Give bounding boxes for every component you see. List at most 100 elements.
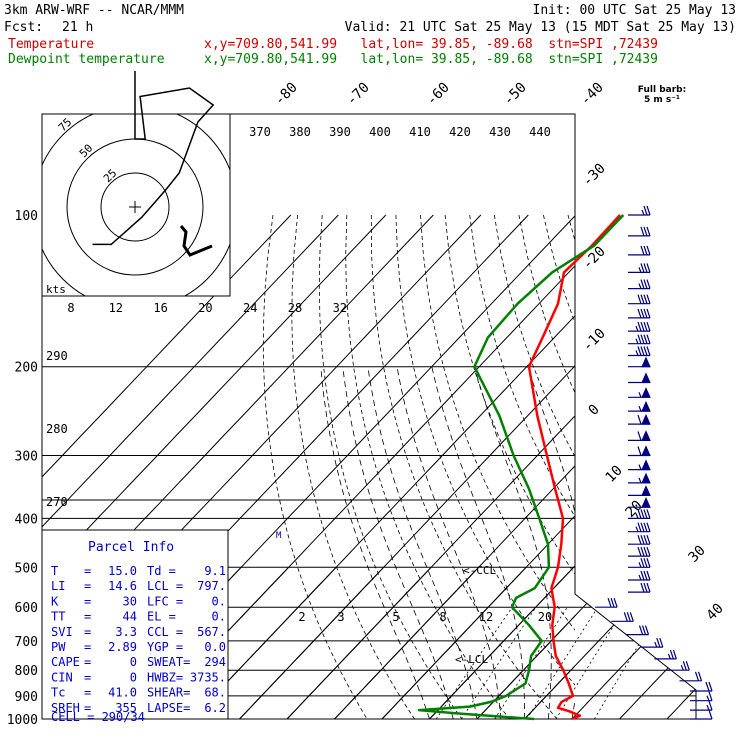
pressure-label-600: 600 (15, 601, 38, 616)
isotherm-10 (524, 665, 575, 719)
parcel-marker: M (276, 531, 282, 541)
hodograph-tick-32: 32 (333, 301, 347, 315)
wind-barb-800 (667, 661, 690, 671)
moist-adiabat-35 (643, 367, 739, 719)
mixing-ratio-3 (461, 606, 537, 719)
mixing-ratio-12 (555, 606, 626, 719)
wind-barb-450 (628, 535, 651, 545)
valid-time: Valid: 21 UTC Sat 25 May 13 (15 MDT Sat … (345, 20, 736, 35)
parcel-row-5-label: PW (51, 640, 66, 654)
isotherm-label--10: -10 (580, 326, 609, 355)
wind-barb-680 (626, 625, 650, 636)
slanted-edge (574, 500, 697, 719)
isotherm-label-40: 40 (704, 601, 727, 624)
theta-side-label-290: 290 (46, 349, 68, 363)
temperature-legend: Temperature (8, 37, 94, 52)
wind-barb-130 (628, 263, 651, 273)
moist-adiabat-10 (431, 366, 525, 719)
isotherm-lower--20 (381, 566, 527, 719)
wind-barb-unit: 5 m s⁻¹ (644, 95, 680, 105)
dry-adiabat-390 (617, 215, 740, 719)
parcel-row-1-eq: = (84, 579, 91, 593)
dry-adiabat-370 (567, 214, 575, 243)
wind-barb-200 (628, 356, 651, 368)
dry-adiabat-330 (469, 214, 575, 518)
isotherm-lower--30 (334, 566, 479, 719)
mixing-ratio-label-8: 8 (439, 610, 446, 624)
hodograph-tick-28: 28 (288, 301, 302, 315)
isotherm--140 (42, 214, 292, 478)
parcel-row-7-eq: = (84, 670, 91, 684)
dry-adiabat-400 (642, 215, 740, 719)
moist-adiabat-15 (474, 366, 552, 719)
wind-barbs (595, 205, 713, 720)
wind-barb-425 (628, 522, 651, 533)
moist-adiabat-40 (667, 367, 740, 719)
isotherm-label-20: 20 (623, 498, 646, 521)
theta-label-380: 380 (289, 125, 311, 139)
wind-barb-840 (679, 671, 703, 682)
hodograph-tick-12: 12 (109, 301, 123, 315)
fcst-label: Fcst: (4, 20, 43, 35)
sounding-series (417, 214, 625, 721)
dewpoint-legend: Dewpoint temperature (8, 52, 165, 67)
isotherm-lower--40 (286, 566, 432, 719)
parcel-row-4-label: SVI (51, 625, 73, 639)
parcel-row-8-eq: = (84, 686, 91, 700)
wind-barb-320 (628, 459, 651, 471)
wind-barb-140 (628, 279, 651, 290)
hodograph-tick-24: 24 (243, 301, 257, 315)
theta-label-370: 370 (249, 125, 271, 139)
pressure-label-1000: 1000 (7, 713, 38, 728)
dry-adiabat-290 (370, 214, 558, 719)
parcel-row-9-eq: = (84, 701, 91, 715)
dry-adiabats (262, 214, 740, 719)
pressure-label-200: 200 (15, 361, 38, 376)
parcel-row-4-value: 3.3 (115, 625, 137, 639)
isotherm--120 (42, 214, 387, 578)
parcel-row-8-label2: SHEAR= (147, 686, 190, 700)
parcel-row-3-label2: EL = (147, 610, 176, 624)
isotherm-label-0: 0 (586, 402, 603, 419)
parcel-row-5-value: 2.89 (108, 640, 137, 654)
parcel-row-3-eq: = (84, 610, 91, 624)
dry-adiabat-260 (291, 214, 415, 719)
mixing-ratio-label-3: 3 (337, 610, 344, 624)
parcel-row-6-eq: = (84, 655, 91, 669)
parcel-row-6-label2: SWEAT= (147, 655, 190, 669)
wind-barb-880 (690, 681, 713, 692)
parcel-row-0-value2: 9.1 (204, 564, 226, 578)
isotherm-label--80: -80 (272, 80, 301, 109)
theta-label-420: 420 (449, 125, 471, 139)
wind-barb-960 (690, 700, 713, 711)
parcel-row-2-label2: LFC = (147, 594, 183, 608)
hodograph-tick-20: 20 (198, 301, 212, 315)
wind-barb-280 (628, 430, 651, 441)
isotherm--40 (286, 415, 575, 719)
model-title: 3km ARW-WRF -- NCAR/MMM (4, 3, 184, 18)
wind-barb-720 (640, 637, 664, 648)
isotherm-lower--130 (0, 567, 4, 719)
isotherm--30 (334, 465, 575, 719)
parcel-row-8-value: 41.0 (108, 686, 137, 700)
lcl-marker: <-LCL (455, 653, 488, 666)
parcel-row-0-label: T (51, 564, 58, 578)
dry-adiabat-270 (318, 214, 463, 719)
dewpoint-station-info: x,y=709.80,541.99 lat,lon= 39.85, -89.68… (204, 52, 658, 67)
wind-barb-530 (628, 570, 651, 581)
ccl-marker: <-CCL (463, 564, 496, 577)
parcel-row-4-eq: = (84, 625, 91, 639)
wind-barb-100 (628, 205, 651, 216)
dry-adiabat-250 (262, 214, 368, 719)
hodograph-units-label: kts (46, 283, 66, 296)
parcel-row-1-value: 14.6 (108, 579, 137, 593)
parcel-row-0-label2: Td = (147, 564, 176, 578)
isotherm-20 (571, 715, 575, 719)
pressure-label-100: 100 (15, 209, 38, 224)
wind-barb-500 (628, 558, 651, 568)
plot-frame (41, 113, 576, 501)
wind-barb-640 (611, 612, 634, 622)
fcst-value: 21 h (62, 20, 93, 35)
parcel-row-2-label: K (51, 594, 59, 608)
